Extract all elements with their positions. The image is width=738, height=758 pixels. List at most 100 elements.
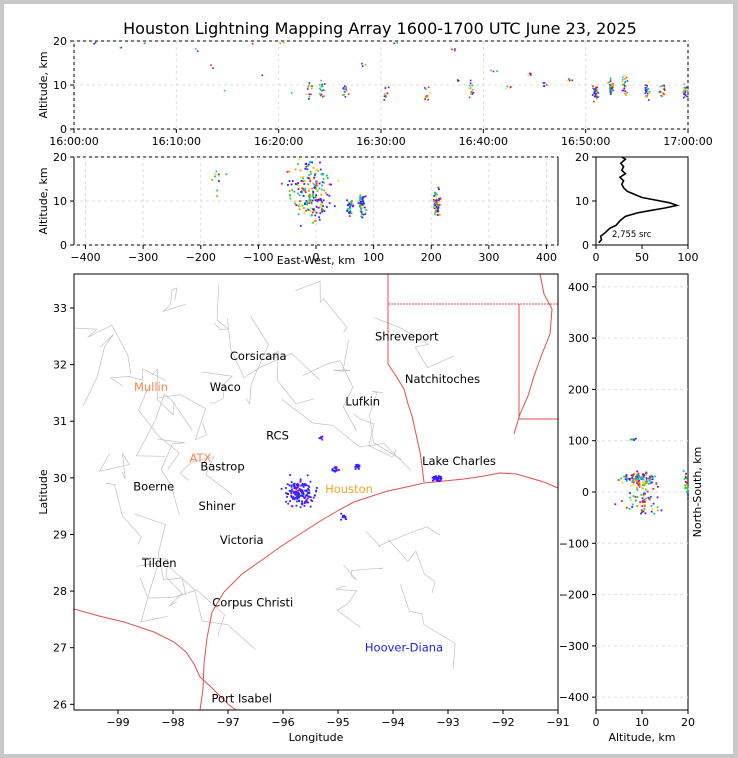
lightning-source-point xyxy=(650,505,653,507)
lightning-source-point xyxy=(651,507,654,510)
lightning-source-point xyxy=(622,76,624,79)
lightning-source-point xyxy=(437,477,440,480)
lightning-source-point xyxy=(320,188,323,191)
county-border-line xyxy=(333,339,351,372)
lightning-source-point xyxy=(685,477,688,480)
lightning-source-point xyxy=(345,89,348,92)
lightning-source-point xyxy=(626,477,629,480)
x-tick-label: 16:10:00 xyxy=(152,135,201,148)
lightning-source-point xyxy=(660,91,662,93)
lightning-source-point xyxy=(636,489,639,491)
lightning-source-point xyxy=(387,86,390,89)
lightning-source-point xyxy=(297,184,300,187)
lightning-source-point xyxy=(620,500,623,502)
lightning-source-point xyxy=(312,191,315,194)
lightning-source-point xyxy=(641,475,644,478)
lightning-source-point xyxy=(658,91,661,94)
lightning-source-point xyxy=(357,465,360,468)
y-tick-label: −400 xyxy=(559,691,589,704)
lightning-source-point xyxy=(636,480,639,482)
lightning-source-point xyxy=(625,480,628,482)
x-tick-label: −94 xyxy=(381,716,404,729)
lightning-source-point xyxy=(438,197,441,200)
lightning-source-point xyxy=(290,484,293,487)
histogram-frame xyxy=(595,156,689,246)
lightning-source-point xyxy=(594,90,596,93)
lightning-source-point xyxy=(592,85,594,87)
lightning-source-point xyxy=(365,209,368,211)
county-border-line xyxy=(151,368,193,431)
lightning-source-point xyxy=(94,41,97,44)
lightning-source-point xyxy=(659,90,661,93)
lightning-source-point xyxy=(594,93,597,96)
lightning-source-point xyxy=(496,70,498,72)
lightning-source-point xyxy=(308,193,311,196)
city-label: Corpus Christi xyxy=(212,595,293,609)
map-frame xyxy=(73,273,559,711)
city-label: RCS xyxy=(266,428,289,442)
altitude-ns-panel: 0 10 20 −400 −300 −200 −100 0 100 200 300 400 Altit… xyxy=(559,273,704,744)
lightning-source-point xyxy=(632,481,635,484)
lightning-source-point xyxy=(357,466,360,469)
lightning-source-point xyxy=(303,497,306,500)
lightning-source-point xyxy=(529,72,531,75)
county-border-line xyxy=(157,394,207,441)
lightning-source-point xyxy=(340,512,343,515)
lightning-source-point xyxy=(386,92,389,95)
lightning-source-point xyxy=(362,206,364,209)
lightning-source-point xyxy=(296,496,299,499)
lightning-source-point xyxy=(686,90,689,92)
lightning-source-point xyxy=(439,479,442,481)
lightning-source-point xyxy=(301,489,304,492)
lightning-source-point xyxy=(652,502,655,505)
lightning-source-point xyxy=(285,500,287,503)
lightning-source-point xyxy=(644,499,647,501)
lightning-source-point xyxy=(319,197,322,200)
lightning-source-point xyxy=(651,481,653,484)
lightning-source-point xyxy=(355,464,358,466)
lightning-source-point xyxy=(644,482,647,485)
lightning-source-point xyxy=(303,504,306,507)
lightning-source-point xyxy=(344,515,347,518)
lightning-source-point xyxy=(308,187,311,190)
x-tick-label: −99 xyxy=(106,716,129,729)
county-border-line xyxy=(302,360,357,431)
lightning-source-point xyxy=(349,207,352,210)
lightning-source-point xyxy=(321,201,323,204)
lightning-source-point xyxy=(358,205,361,208)
city-label: Hoover-Diana xyxy=(365,641,443,655)
lightning-source-point xyxy=(383,99,386,101)
lightning-source-point xyxy=(323,83,326,85)
lightning-source-point xyxy=(296,495,299,497)
lightning-source-point xyxy=(349,210,352,212)
lightning-source-point xyxy=(303,207,305,209)
lightning-source-point xyxy=(225,173,228,176)
lightning-source-point xyxy=(293,486,296,489)
lightning-source-point xyxy=(440,477,443,480)
lightning-source-point xyxy=(684,91,687,93)
lightning-source-point xyxy=(623,74,625,77)
lightning-source-point xyxy=(285,492,288,495)
lightning-source-point xyxy=(300,190,303,192)
lightning-source-point xyxy=(313,183,316,186)
lightning-source-point xyxy=(644,92,647,94)
lightning-source-point xyxy=(435,200,438,203)
lightning-source-point xyxy=(296,482,299,485)
county-border-line xyxy=(157,438,185,515)
lightning-source-point xyxy=(294,496,297,499)
county-border-line xyxy=(374,317,455,369)
lightning-source-point xyxy=(295,492,298,494)
lightning-source-point xyxy=(647,87,650,90)
lightning-source-point xyxy=(439,197,442,200)
lightning-source-point xyxy=(438,188,440,191)
lightning-source-point xyxy=(304,203,306,205)
lightning-source-point xyxy=(305,209,307,212)
lightning-source-point xyxy=(450,47,453,50)
lightning-source-point xyxy=(434,204,437,207)
lightning-source-point xyxy=(529,74,532,76)
y-tick-label: 20 xyxy=(53,35,67,48)
lightning-source-point xyxy=(621,89,624,92)
lightning-source-point xyxy=(596,96,599,98)
lightning-source-point xyxy=(651,475,654,478)
lightning-source-point xyxy=(683,93,685,95)
